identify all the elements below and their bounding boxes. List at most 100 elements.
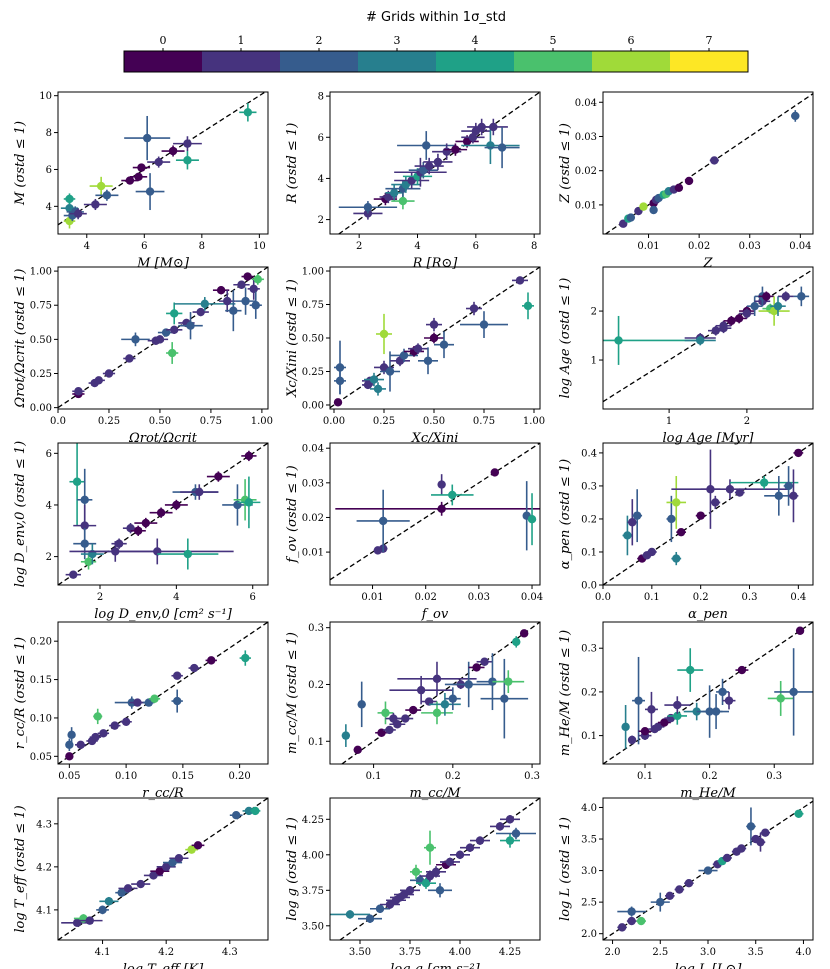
point-marker <box>789 687 798 697</box>
data-point <box>793 286 810 307</box>
point-marker <box>636 916 646 926</box>
data-point <box>666 495 677 543</box>
data-point <box>651 722 665 732</box>
data-point <box>627 735 637 745</box>
data-point <box>500 833 520 848</box>
point-marker <box>665 891 675 901</box>
x-tick-label: 0.3 <box>766 771 782 782</box>
data-point <box>778 291 794 302</box>
point-marker <box>249 284 258 294</box>
point-marker <box>761 828 770 837</box>
data-point <box>434 331 454 359</box>
data-point <box>389 675 453 705</box>
data-point <box>522 481 531 551</box>
point-marker <box>125 354 134 363</box>
x-tick-label: 6 <box>250 592 256 603</box>
data-point <box>370 382 386 396</box>
point-marker <box>67 730 76 740</box>
data-point <box>758 296 790 326</box>
data-point <box>229 811 243 820</box>
y-tick-label: 0.01 <box>575 200 597 211</box>
data-point <box>476 657 493 666</box>
point-marker <box>373 384 383 394</box>
point-marker <box>411 867 421 877</box>
point-marker <box>133 526 143 535</box>
data-point <box>710 495 721 510</box>
point-marker <box>401 180 411 189</box>
panel-4: 0.0 0.25 0.50 0.75 1.000.000.250.500.751.00Ω… <box>13 266 273 446</box>
point-marker <box>773 301 783 311</box>
data-point <box>791 110 800 122</box>
point-marker <box>223 296 232 306</box>
points <box>341 629 529 754</box>
point-marker <box>619 219 628 228</box>
point-marker <box>121 717 131 726</box>
data-point <box>512 636 521 648</box>
colorbar-cell-4 <box>436 51 515 72</box>
data-point <box>241 272 254 281</box>
data-point <box>185 845 198 854</box>
data-point <box>129 698 146 707</box>
data-point <box>377 701 394 725</box>
point-marker <box>214 472 223 481</box>
y-tick-label: 0.3 <box>308 623 324 634</box>
point-marker <box>401 714 410 723</box>
point-marker <box>243 108 253 117</box>
point-marker <box>632 511 642 520</box>
y-tick-label: 0.75 <box>30 301 52 312</box>
point-marker <box>231 811 241 820</box>
colorbar-tick-label: 1 <box>238 34 245 47</box>
data-point <box>400 886 420 895</box>
data-point <box>735 665 749 675</box>
data-point <box>166 302 183 325</box>
data-point <box>239 103 257 122</box>
point-marker <box>762 292 771 301</box>
data-point <box>147 156 171 168</box>
x-tick-label: 0.20 <box>228 771 250 782</box>
point-marker <box>617 923 627 932</box>
data-point <box>665 891 675 901</box>
point-marker <box>515 276 525 285</box>
data-point <box>164 499 188 511</box>
point-marker <box>527 514 537 524</box>
point-marker <box>639 202 648 211</box>
point-marker <box>504 677 513 686</box>
y-tick-label: 0.00 <box>30 403 52 414</box>
panel-7: 2 4 6 2 4 6 log D_env,0 [cm² s⁻¹] log D_env,0 (… <box>13 441 269 622</box>
colorbar-tick-label: 0 <box>160 34 167 47</box>
x-tick-label: 3.5 <box>748 947 764 958</box>
data-point <box>484 126 520 169</box>
data-point <box>95 189 119 201</box>
point-marker <box>640 727 650 736</box>
point-marker <box>161 862 171 872</box>
data-point <box>65 752 74 761</box>
data-point <box>92 376 105 385</box>
point-marker <box>141 518 151 528</box>
data-point <box>96 905 109 915</box>
point-marker <box>621 722 630 732</box>
y-tick-label: 0.0 <box>581 581 597 592</box>
x-axis-label: log L [L⊙] <box>675 962 743 969</box>
data-point <box>370 904 390 914</box>
point-marker <box>69 570 78 579</box>
point-marker <box>76 740 85 750</box>
data-point <box>722 853 732 863</box>
data-point <box>161 145 185 157</box>
point-marker <box>505 815 515 824</box>
point-marker <box>353 745 362 754</box>
panel-10: 0.05 0.10 0.15 0.20 0.05 0.10 0.15 0.20 r_cc/R r_… <box>13 621 269 801</box>
data-point <box>109 721 121 730</box>
point-marker <box>784 481 793 491</box>
colorbar: # Grids within 1σ_std 0 1 2 3 4 5 6 7 <box>123 10 749 73</box>
data-point <box>709 156 719 165</box>
axes-frame <box>602 442 814 586</box>
point-marker <box>389 188 399 198</box>
point-marker <box>656 897 665 907</box>
data-point <box>149 507 173 518</box>
colorbar-cell-5 <box>514 51 593 72</box>
x-tick-label: 6 <box>141 241 147 252</box>
y-tick-label: 0.3 <box>581 644 597 655</box>
point-marker <box>365 914 375 923</box>
point-marker <box>627 916 636 926</box>
point-marker <box>649 205 658 215</box>
